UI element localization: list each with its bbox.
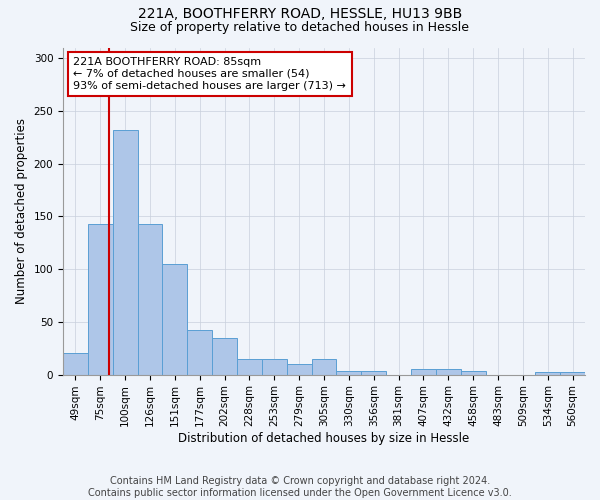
Bar — [411, 370, 436, 374]
Text: Contains HM Land Registry data © Crown copyright and database right 2024.
Contai: Contains HM Land Registry data © Crown c… — [88, 476, 512, 498]
Bar — [535, 372, 560, 374]
Bar — [311, 359, 337, 374]
X-axis label: Distribution of detached houses by size in Hessle: Distribution of detached houses by size … — [178, 432, 470, 445]
Bar — [187, 330, 212, 374]
Bar — [212, 338, 237, 374]
Text: 221A, BOOTHFERRY ROAD, HESSLE, HU13 9BB: 221A, BOOTHFERRY ROAD, HESSLE, HU13 9BB — [138, 8, 462, 22]
Bar — [560, 372, 585, 374]
Bar — [88, 224, 113, 374]
Bar — [436, 370, 461, 374]
Text: 221A BOOTHFERRY ROAD: 85sqm
← 7% of detached houses are smaller (54)
93% of semi: 221A BOOTHFERRY ROAD: 85sqm ← 7% of deta… — [73, 58, 346, 90]
Bar — [361, 372, 386, 374]
Bar — [113, 130, 137, 374]
Bar — [337, 372, 361, 374]
Bar — [63, 354, 88, 374]
Bar — [461, 372, 485, 374]
Text: Size of property relative to detached houses in Hessle: Size of property relative to detached ho… — [131, 21, 470, 34]
Bar — [287, 364, 311, 374]
Bar — [163, 264, 187, 374]
Y-axis label: Number of detached properties: Number of detached properties — [15, 118, 28, 304]
Bar — [137, 224, 163, 374]
Bar — [262, 359, 287, 374]
Bar — [237, 359, 262, 374]
